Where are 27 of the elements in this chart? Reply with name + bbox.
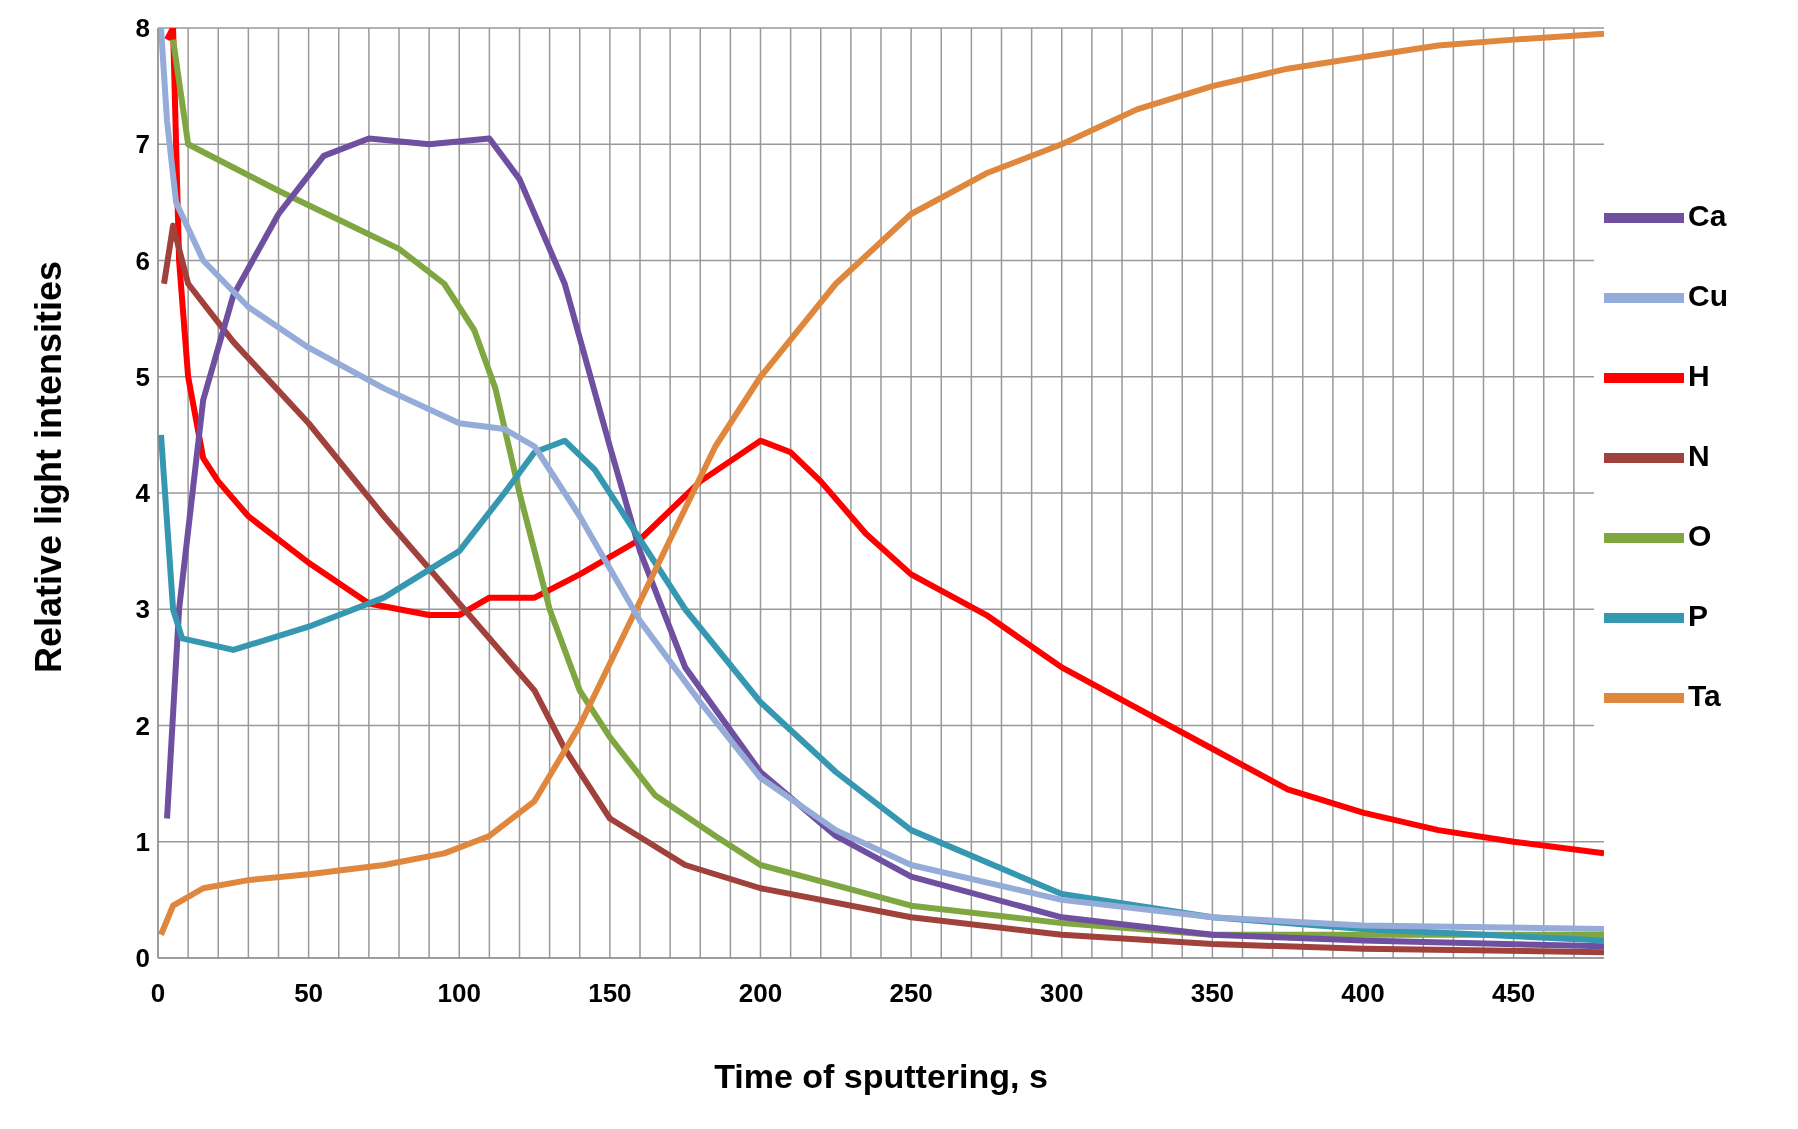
y-axis-title: Relative light intensities [27, 260, 69, 673]
y-tick-label: 0 [135, 943, 150, 974]
y-tick-label: 5 [135, 361, 150, 392]
legend-label: H [1688, 358, 1710, 392]
x-tick-label: 300 [1040, 978, 1084, 1009]
y-tick-label: 8 [135, 13, 150, 44]
legend-label: Cu [1688, 278, 1728, 312]
legend-label: O [1688, 518, 1712, 552]
legend-label: Ca [1688, 198, 1727, 232]
x-tick-label: 450 [1491, 978, 1536, 1009]
x-tick-label: 100 [437, 978, 481, 1009]
y-tick-label: 6 [135, 245, 150, 276]
legend-label: P [1688, 598, 1709, 632]
x-axis-title: Time of sputtering, s [714, 1057, 1048, 1095]
legend-label: N [1688, 438, 1710, 472]
x-tick-label: 400 [1341, 978, 1385, 1009]
y-tick-label: 4 [135, 478, 151, 509]
legend-label: Ta [1688, 678, 1721, 712]
y-tick-label: 1 [135, 826, 150, 857]
y-tick-label: 3 [135, 594, 150, 625]
x-tick-label: 250 [889, 978, 933, 1009]
y-tick-label: 7 [135, 129, 150, 160]
y-tick-label: 2 [135, 710, 150, 741]
x-tick-label: 200 [738, 978, 783, 1009]
x-tick-label: 150 [588, 978, 632, 1009]
x-tick-label: 50 [294, 978, 324, 1009]
x-tick-label: 350 [1190, 978, 1235, 1009]
